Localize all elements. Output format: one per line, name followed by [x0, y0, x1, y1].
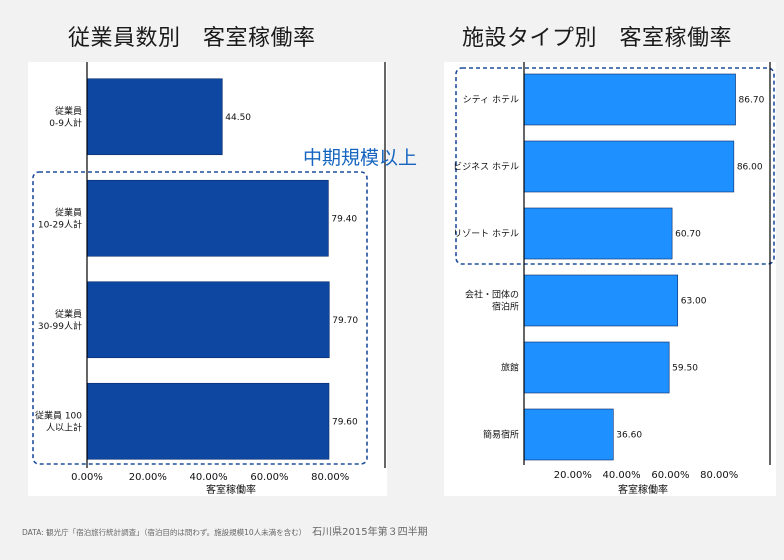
value-label-0-1: 79.40 — [331, 214, 357, 224]
category-label-0-3-0: 従業員 100 — [35, 409, 82, 421]
footer-period: 石川県2015年第３四半期 — [312, 527, 428, 538]
category-label-0-2-0: 従業員 — [55, 308, 82, 320]
value-label-1-2: 60.70 — [675, 230, 701, 240]
x-axis-title-1: 客室稼働率 — [618, 483, 668, 496]
bar-1-0 — [523, 73, 736, 126]
footer: DATA: 観光庁「宿泊旅行統計調査」（宿泊目的は問わず。施設規模10人未満を含… — [22, 520, 428, 539]
value-label-1-1: 86.00 — [737, 163, 763, 173]
highlight-box-0 — [32, 171, 368, 465]
bar-1-1 — [523, 140, 735, 193]
value-label-1-4: 59.50 — [672, 364, 698, 374]
value-label-1-0: 86.70 — [739, 96, 765, 106]
category-label-1-3-0: 会社・団体の — [465, 289, 519, 301]
highlight-box-1 — [455, 67, 775, 265]
bar-0-1 — [86, 179, 329, 257]
value-label-0-2: 79.70 — [332, 316, 358, 326]
category-label-0-2-1: 30-99人計 — [38, 320, 82, 332]
value-label-1-3: 63.00 — [681, 297, 707, 307]
x-tick-label-0-0: 0.00% — [71, 472, 103, 483]
chart-title-facility: 施設タイプ別 客室稼働率 — [462, 26, 733, 51]
bar-0-0 — [86, 78, 223, 156]
bar-1-3 — [523, 274, 679, 327]
bar-0-3 — [86, 382, 330, 460]
bar-1-2 — [523, 207, 673, 260]
x-tick-label-1-1: 40.00% — [603, 470, 641, 481]
x-tick-label-1-3: 80.00% — [700, 470, 738, 481]
category-label-1-4-0: 旅館 — [501, 362, 519, 374]
footer-source: DATA: 観光庁「宿泊旅行統計調査」（宿泊目的は問わず。施設規模10人未満を含… — [22, 528, 307, 537]
category-label-1-5-0: 簡易宿所 — [483, 429, 519, 441]
category-label-1-3-1: 宿泊所 — [492, 301, 519, 313]
category-label-1-1-0: ビジネス ホテル — [453, 162, 519, 173]
category-label-0-1-0: 従業員 — [55, 206, 82, 218]
category-label-0-0-1: 0-9人計 — [49, 117, 82, 129]
annotation-mid-scale: 中期規模以上 — [303, 147, 418, 169]
value-label-0-3: 79.60 — [332, 417, 358, 427]
bar-0-2 — [86, 281, 330, 359]
x-tick-label-0-1: 20.00% — [129, 472, 167, 483]
chart-title-employee: 従業員数別 客室稼働率 — [68, 26, 316, 51]
x-tick-label-0-4: 80.00% — [311, 472, 349, 483]
x-tick-label-1-0: 20.00% — [554, 470, 592, 481]
value-label-1-5: 36.60 — [616, 431, 642, 441]
x-axis-title-0: 客室稼働率 — [206, 483, 256, 496]
bar-1-4 — [523, 341, 670, 394]
category-label-0-1-1: 10-29人計 — [38, 218, 82, 230]
category-label-1-0-0: シティ ホテル — [463, 95, 519, 106]
x-tick-label-1-2: 60.00% — [651, 470, 689, 481]
x-tick-label-0-2: 40.00% — [190, 472, 228, 483]
category-label-0-3-1: 人以上計 — [46, 421, 82, 433]
value-label-0-0: 44.50 — [225, 113, 251, 123]
bar-1-5 — [523, 408, 614, 461]
x-tick-label-0-3: 60.00% — [250, 472, 288, 483]
category-label-1-2-0: リゾート ホテル — [453, 229, 519, 240]
category-label-0-0-0: 従業員 — [55, 105, 82, 117]
